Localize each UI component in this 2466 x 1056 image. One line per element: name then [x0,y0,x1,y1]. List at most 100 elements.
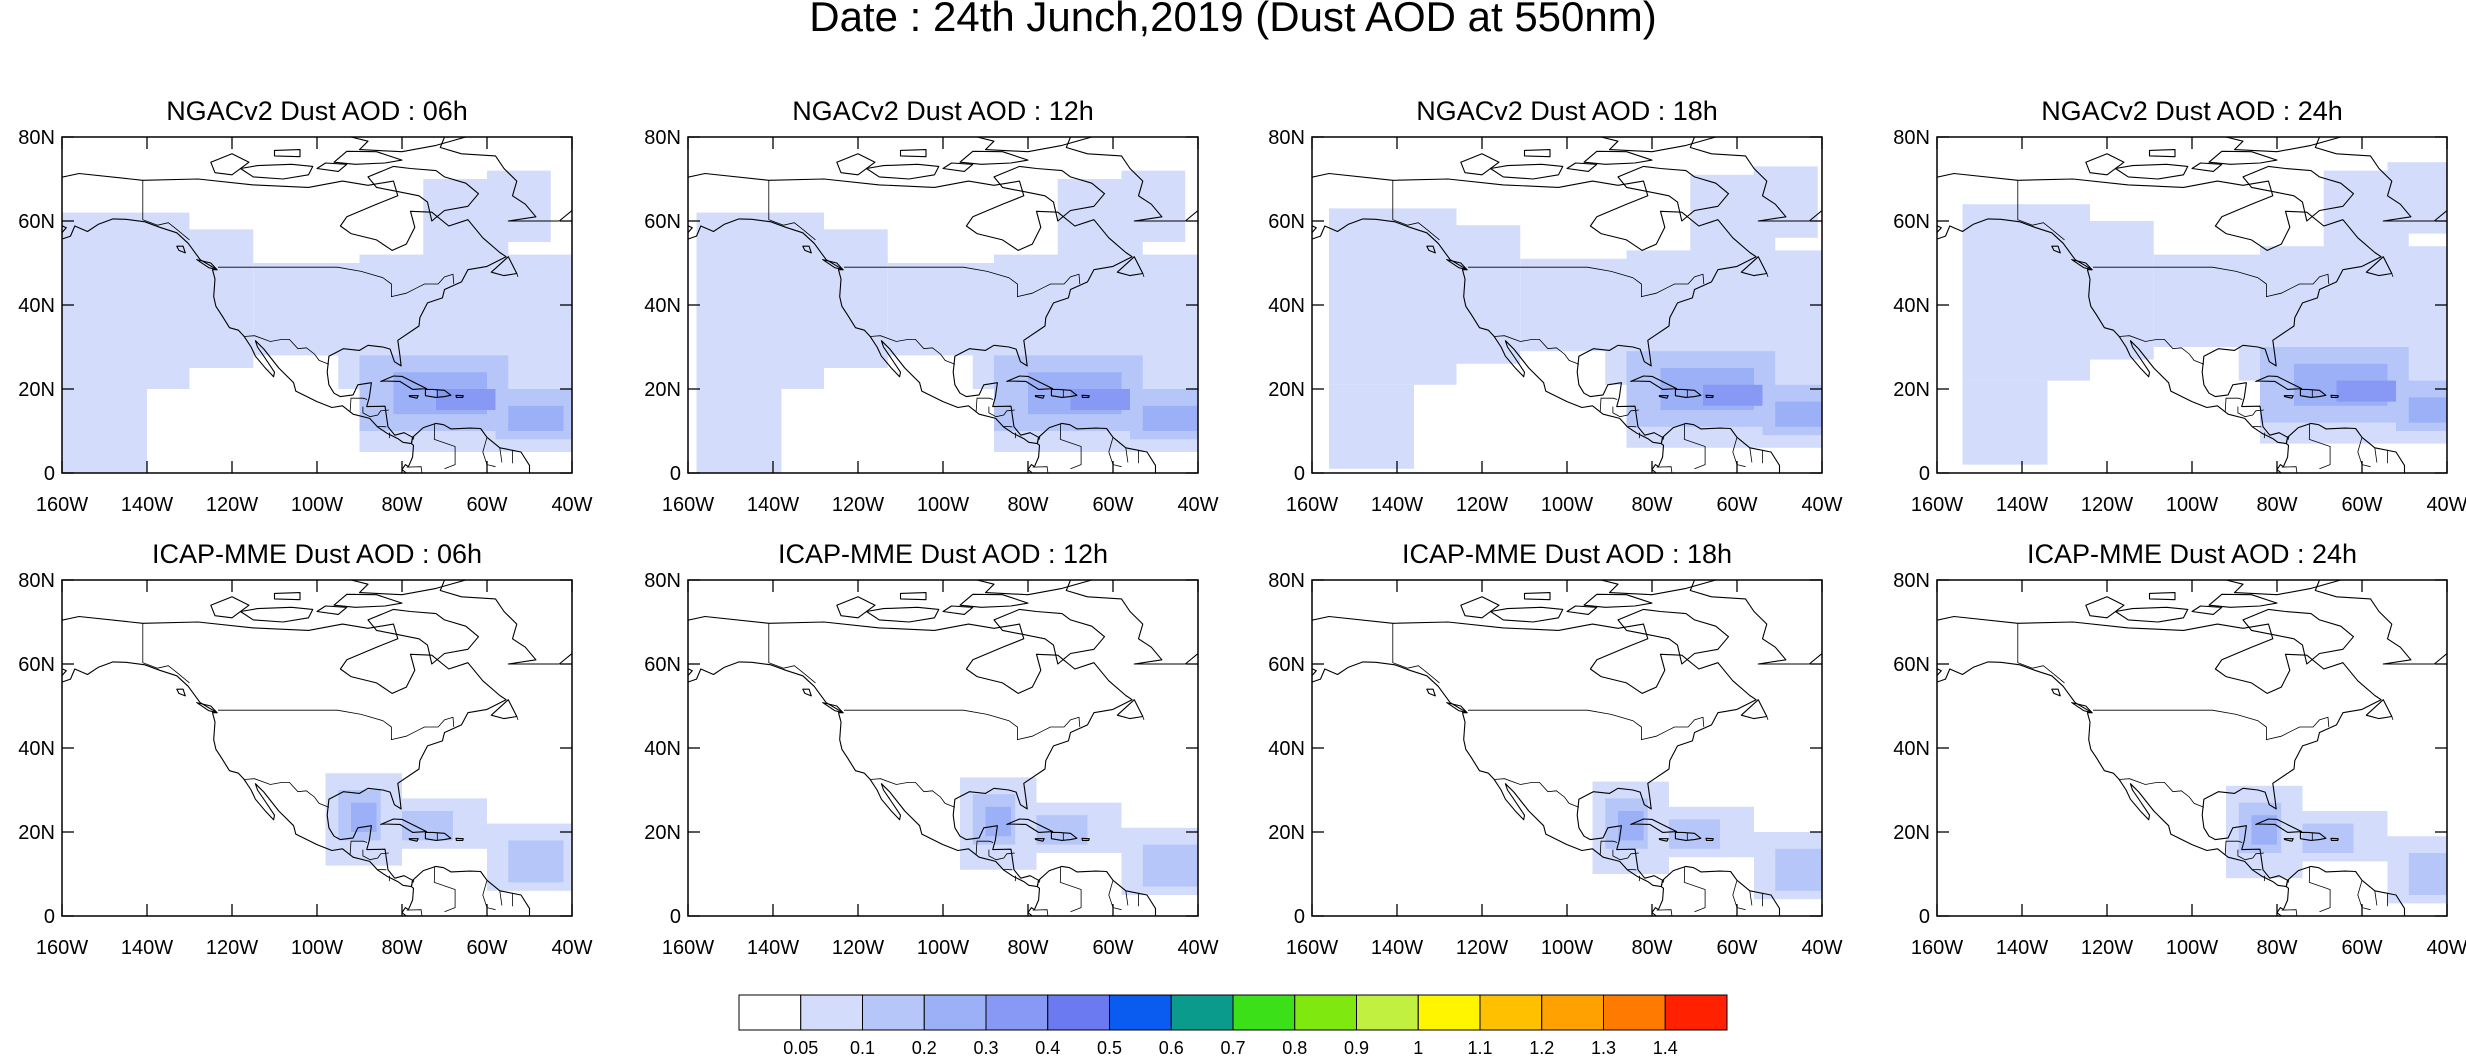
dust-aod-area [985,806,1011,837]
country-border [1125,890,1129,906]
coastline [942,162,974,172]
country-border [406,466,423,473]
colorbar-box [1479,994,1543,1031]
coastline [333,150,403,165]
country-border [482,437,496,468]
country-border [870,335,956,365]
coastline [367,165,480,222]
lat-tick-label: 20N [1893,379,1930,401]
coastline [1937,172,2382,445]
lon-tick-label: 140W [1996,937,2048,959]
coastline [1651,422,1781,473]
dust-aod-area [1703,384,1763,406]
lon-tick-label: 40W [2426,494,2466,516]
coastline [210,153,250,176]
dust-aod-area [402,811,453,841]
coastline [1630,375,1678,390]
country-border [433,423,456,470]
coastline [1617,608,1730,665]
dust-aod-area [1669,819,1720,849]
coastline [1630,818,1678,833]
dust-aod-area [824,229,888,368]
lat-tick-label: 80N [18,570,55,592]
colorbar-label: 0.05 [783,1038,818,1056]
country-border [2119,778,2205,808]
coastline [976,137,1093,153]
colorbar-box [1356,994,1419,1031]
lat-tick-label: 60N [644,211,681,233]
map-field [1312,580,1822,916]
coastline [408,395,419,399]
coastline [1523,149,1551,158]
coastline [802,688,812,697]
country-border [412,879,415,883]
coastline [455,394,464,398]
country-border [2357,437,2371,468]
country-border [1749,447,1753,463]
coastline [802,245,812,254]
figure-title: Date : 24th Junch,2019 (Dust AOD at 550n… [809,0,1656,40]
country-border [2287,879,2290,883]
lat-tick-label: 40N [1268,738,1305,760]
colorbar-label: 0.1 [850,1038,875,1056]
coastline [2276,865,2406,916]
lat-tick-label: 0 [44,463,55,485]
colorbar-label: 1.2 [1529,1038,1554,1056]
lat-tick-label: 0 [1294,463,1305,485]
country-border [516,273,519,278]
country-border [1032,466,1049,473]
country-border [499,447,503,463]
coastline [1689,580,1822,665]
country-border [2017,180,2065,241]
map-panel-1: NGACv2 Dust AOD : 06h 0 20N 40N 60N 80N 160W 14… [18,96,592,516]
lon-tick-label: 80W [381,937,422,959]
lon-tick-label: 40W [551,494,592,516]
coastline [62,615,507,888]
coastline [976,580,1093,596]
lat-tick-label: 20N [18,379,55,401]
lon-tick-label: 160W [662,937,714,959]
coastline [822,259,844,271]
lon-tick-label: 40W [551,937,592,959]
lon-tick-label: 100W [1541,494,1593,516]
country-border [349,397,368,413]
lat-tick-label: 0 [670,463,681,485]
lon-tick-label: 40W [2426,937,2466,959]
coastline [1460,153,1500,176]
panel-title: NGACv2 Dust AOD : 18h [1416,96,1718,126]
coastline [2148,149,2176,158]
dust-aod-area [1456,225,1521,364]
lon-tick-label: 160W [1911,937,1963,959]
coastline [1006,818,1054,833]
coastline [210,596,250,619]
dust-aod-area [2408,853,2447,895]
dust-aod-area [1775,401,1822,427]
country-border [2287,436,2290,440]
lat-tick-label: 80N [1268,127,1305,149]
lon-tick-label: 60W [1716,937,1757,959]
coastline [1583,593,1653,608]
country-border [975,840,994,856]
map-field [688,580,1198,916]
coastline [2225,580,2342,596]
coastline [380,818,428,833]
dust-aod-area [508,405,564,431]
colorbar-label: 0.4 [1035,1038,1060,1056]
coastline [1489,606,1564,623]
country-border [1392,180,1440,241]
coastline [1566,162,1598,172]
coastline [2283,395,2294,399]
lat-tick-label: 40N [644,295,681,317]
lat-tick-label: 60N [1268,211,1305,233]
lat-tick-label: 60N [1893,654,1930,676]
lat-tick-label: 0 [1294,906,1305,928]
colorbar-box [738,994,802,1031]
map-panel-4: NGACv2 Dust AOD : 24h 0 20N 40N 60N 80N 160W 14… [1893,96,2466,516]
country-border [2391,273,2394,278]
country-border [870,778,956,808]
dust-aod-area [1070,389,1130,410]
lon-tick-label: 120W [1456,937,1508,959]
country-border [218,709,455,741]
coastline [2276,422,2406,473]
country-border [406,909,423,916]
